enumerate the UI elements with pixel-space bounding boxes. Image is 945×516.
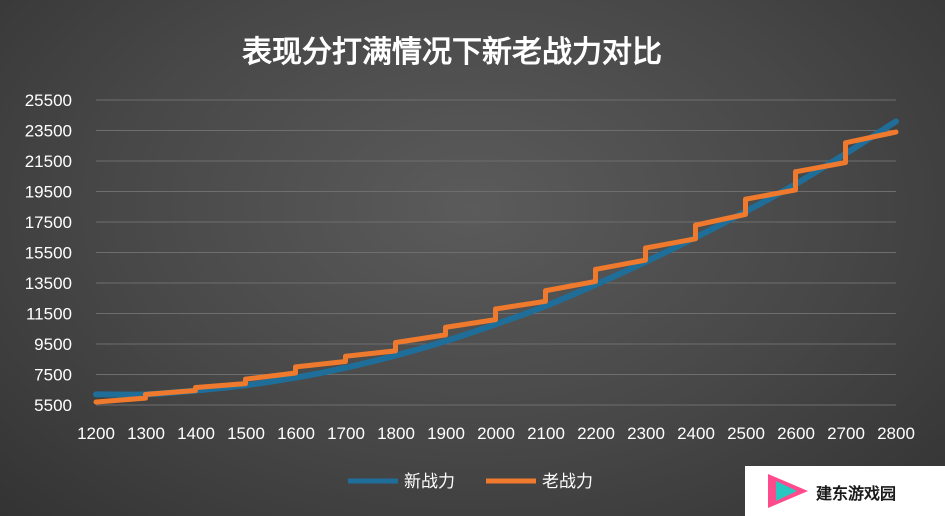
x-tick-label: 2200 <box>577 424 615 443</box>
x-tick-label: 2000 <box>477 424 515 443</box>
x-tick-label: 2800 <box>877 424 915 443</box>
x-tick-label: 1900 <box>427 424 465 443</box>
x-tick-label: 2700 <box>827 424 865 443</box>
x-tick-label: 1500 <box>227 424 265 443</box>
x-tick-label: 2600 <box>777 424 815 443</box>
watermark-text: 建东游戏园 <box>816 484 896 503</box>
legend-label: 新战力 <box>404 472 455 492</box>
chart-title: 表现分打满情况下新老战力对比 <box>242 35 662 70</box>
y-tick-label: 13500 <box>25 274 72 293</box>
x-tick-label: 1300 <box>127 424 165 443</box>
y-tick-label: 21500 <box>25 152 72 171</box>
x-tick-label: 1600 <box>277 424 315 443</box>
x-tick-label: 1200 <box>77 424 115 443</box>
series-line-0 <box>93 118 899 398</box>
x-tick-label: 2100 <box>527 424 565 443</box>
y-tick-label: 15500 <box>25 244 72 263</box>
y-tick-label: 19500 <box>25 183 72 202</box>
y-tick-label: 11500 <box>26 305 72 324</box>
series-line-1 <box>93 129 899 405</box>
x-tick-label: 1700 <box>327 424 365 443</box>
y-tick-label: 9500 <box>34 335 72 354</box>
x-tick-label: 1800 <box>377 424 415 443</box>
grid <box>96 99 896 406</box>
watermark-logo-inner-icon <box>776 481 797 501</box>
y-tick-label: 5500 <box>34 396 72 415</box>
y-tick-label: 7500 <box>34 366 72 385</box>
watermark: 建东游戏园 <box>745 466 945 516</box>
x-tick-label: 1400 <box>177 424 215 443</box>
x-tick-label: 2300 <box>627 424 665 443</box>
x-tick-label: 2500 <box>727 424 765 443</box>
legend-label: 老战力 <box>542 472 593 492</box>
x-tick-label: 2400 <box>677 424 715 443</box>
y-tick-label: 23500 <box>25 122 72 141</box>
y-tick-label: 17500 <box>25 213 72 232</box>
legend: 新战力 老战力 <box>348 472 593 492</box>
x-axis: 1200 1300 1400 1500 1600 1700 1800 1900 2000 2100… <box>77 424 915 443</box>
y-axis: 25500 23500 21500 19500 17500 15500 13500 11500… <box>25 91 72 415</box>
series-lines <box>93 118 899 405</box>
y-tick-label: 25500 <box>25 91 72 110</box>
